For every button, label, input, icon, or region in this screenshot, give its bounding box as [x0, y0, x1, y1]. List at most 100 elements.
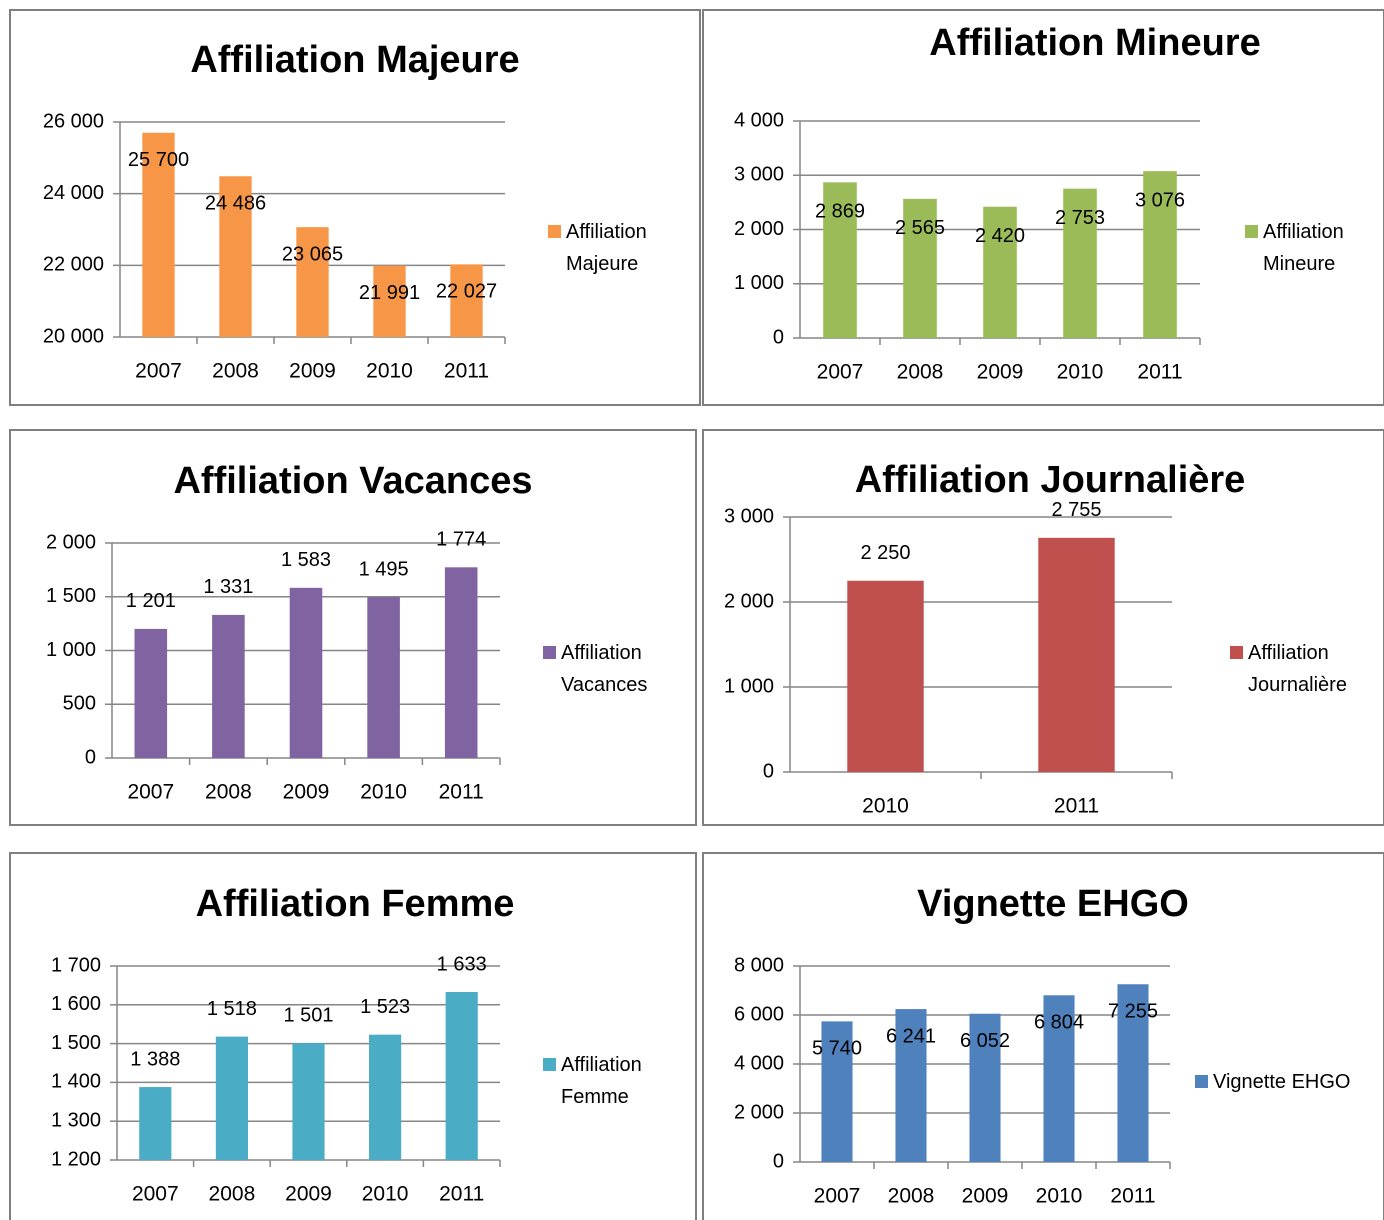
x-tick-label: 2011: [1054, 795, 1099, 818]
x-tick-label: 2011: [1137, 361, 1182, 384]
x-tick-label: 2007: [135, 360, 182, 383]
y-tick-label: 1 700: [51, 954, 101, 976]
data-label: 1 583: [281, 549, 331, 571]
bar: [895, 1009, 927, 1162]
y-tick-label: 20 000: [43, 325, 104, 347]
legend-swatch: [1195, 1075, 1208, 1088]
y-tick-label: 22 000: [43, 254, 104, 276]
y-tick-label: 24 000: [43, 182, 104, 204]
bar: [445, 991, 478, 1160]
bar: [289, 587, 323, 758]
bar: [139, 1087, 172, 1160]
bar: [367, 597, 400, 758]
legend-label: Affiliation Vacances: [561, 642, 648, 696]
x-tick-label: 2010: [1036, 1185, 1083, 1208]
data-label: 2 420: [975, 225, 1025, 247]
y-tick-label: 2 000: [46, 531, 96, 553]
legend-label: Affiliation Journalière: [1248, 642, 1347, 696]
data-label: 1 388: [130, 1048, 180, 1070]
data-label: 2 755: [1051, 499, 1101, 521]
y-tick-label: 2 000: [724, 590, 774, 612]
x-tick-label: 2007: [132, 1183, 179, 1206]
x-tick-label: 2009: [289, 360, 336, 383]
data-label: 23 065: [282, 243, 343, 265]
bar: [1117, 984, 1149, 1162]
legend-label: Affiliation Mineure: [1263, 221, 1344, 275]
data-label: 6 241: [886, 1025, 936, 1047]
y-tick-label: 6 000: [734, 1003, 784, 1025]
data-label: 21 991: [359, 282, 420, 304]
bar: [1038, 537, 1115, 772]
legend-swatch: [548, 225, 561, 238]
data-label: 22 027: [436, 281, 497, 303]
x-tick-label: 2008: [897, 361, 944, 384]
legend-swatch: [1230, 646, 1243, 659]
bar: [1043, 995, 1075, 1162]
bar: [215, 1036, 248, 1160]
data-label: 1 633: [437, 953, 487, 975]
bar: [1063, 188, 1097, 338]
y-tick-label: 1 600: [51, 993, 101, 1015]
x-tick-label: 2011: [444, 360, 489, 383]
data-label: 5 740: [812, 1038, 862, 1060]
bar: [292, 1043, 325, 1160]
y-tick-label: 4 000: [734, 109, 784, 131]
data-label: 2 869: [815, 201, 865, 223]
x-tick-label: 2007: [817, 361, 864, 384]
x-tick-label: 2009: [962, 1185, 1009, 1208]
bar: [373, 265, 406, 337]
y-tick-label: 0: [773, 1150, 784, 1172]
y-tick-label: 2 000: [734, 1101, 784, 1123]
legend-swatch: [543, 646, 556, 659]
x-tick-label: 2007: [127, 781, 174, 804]
legend-label: Affiliation Femme: [561, 1054, 642, 1108]
x-tick-label: 2009: [285, 1183, 332, 1206]
bar: [903, 198, 937, 338]
data-label: 6 804: [1034, 1012, 1084, 1034]
y-tick-label: 26 000: [43, 110, 104, 132]
x-tick-label: 2011: [439, 781, 484, 804]
bar: [983, 206, 1017, 338]
data-label: 1 501: [283, 1004, 333, 1026]
x-tick-label: 2010: [1057, 361, 1104, 384]
data-label: 2 753: [1055, 207, 1105, 229]
y-tick-label: 500: [63, 693, 96, 715]
legend-label: Vignette EHGO: [1213, 1071, 1351, 1093]
y-tick-label: 1 500: [51, 1032, 101, 1054]
x-tick-label: 2010: [862, 795, 909, 818]
x-tick-label: 2008: [212, 360, 259, 383]
data-label: 1 331: [203, 576, 253, 598]
data-label: 24 486: [205, 193, 266, 215]
x-tick-label: 2009: [283, 781, 330, 804]
y-tick-label: 1 000: [734, 272, 784, 294]
x-tick-label: 2009: [977, 361, 1024, 384]
data-label: 2 250: [860, 542, 910, 564]
y-tick-label: 1 200: [51, 1148, 101, 1170]
x-tick-label: 2010: [362, 1183, 409, 1206]
y-tick-label: 0: [85, 746, 96, 768]
bar: [821, 1021, 853, 1162]
panel: [702, 9, 1384, 406]
y-tick-label: 3 000: [734, 164, 784, 186]
data-label: 7 255: [1108, 1001, 1158, 1023]
y-tick-label: 1 000: [724, 675, 774, 697]
bar: [969, 1013, 1001, 1162]
legend-swatch: [543, 1058, 556, 1071]
y-tick-label: 0: [773, 326, 784, 348]
y-tick-label: 2 000: [734, 218, 784, 240]
chart-title: Affiliation Journalière: [855, 459, 1246, 501]
y-tick-label: 1 300: [51, 1109, 101, 1131]
bar: [823, 182, 857, 338]
panel: [9, 9, 701, 406]
y-tick-label: 8 000: [734, 954, 784, 976]
data-label: 3 076: [1135, 189, 1185, 211]
bar: [450, 264, 483, 337]
x-tick-label: 2008: [888, 1185, 935, 1208]
bar: [142, 132, 175, 337]
bar: [444, 567, 478, 758]
data-label: 1 201: [126, 590, 176, 612]
panel: [9, 429, 697, 826]
y-tick-label: 4 000: [734, 1052, 784, 1074]
y-tick-label: 3 000: [724, 505, 774, 527]
